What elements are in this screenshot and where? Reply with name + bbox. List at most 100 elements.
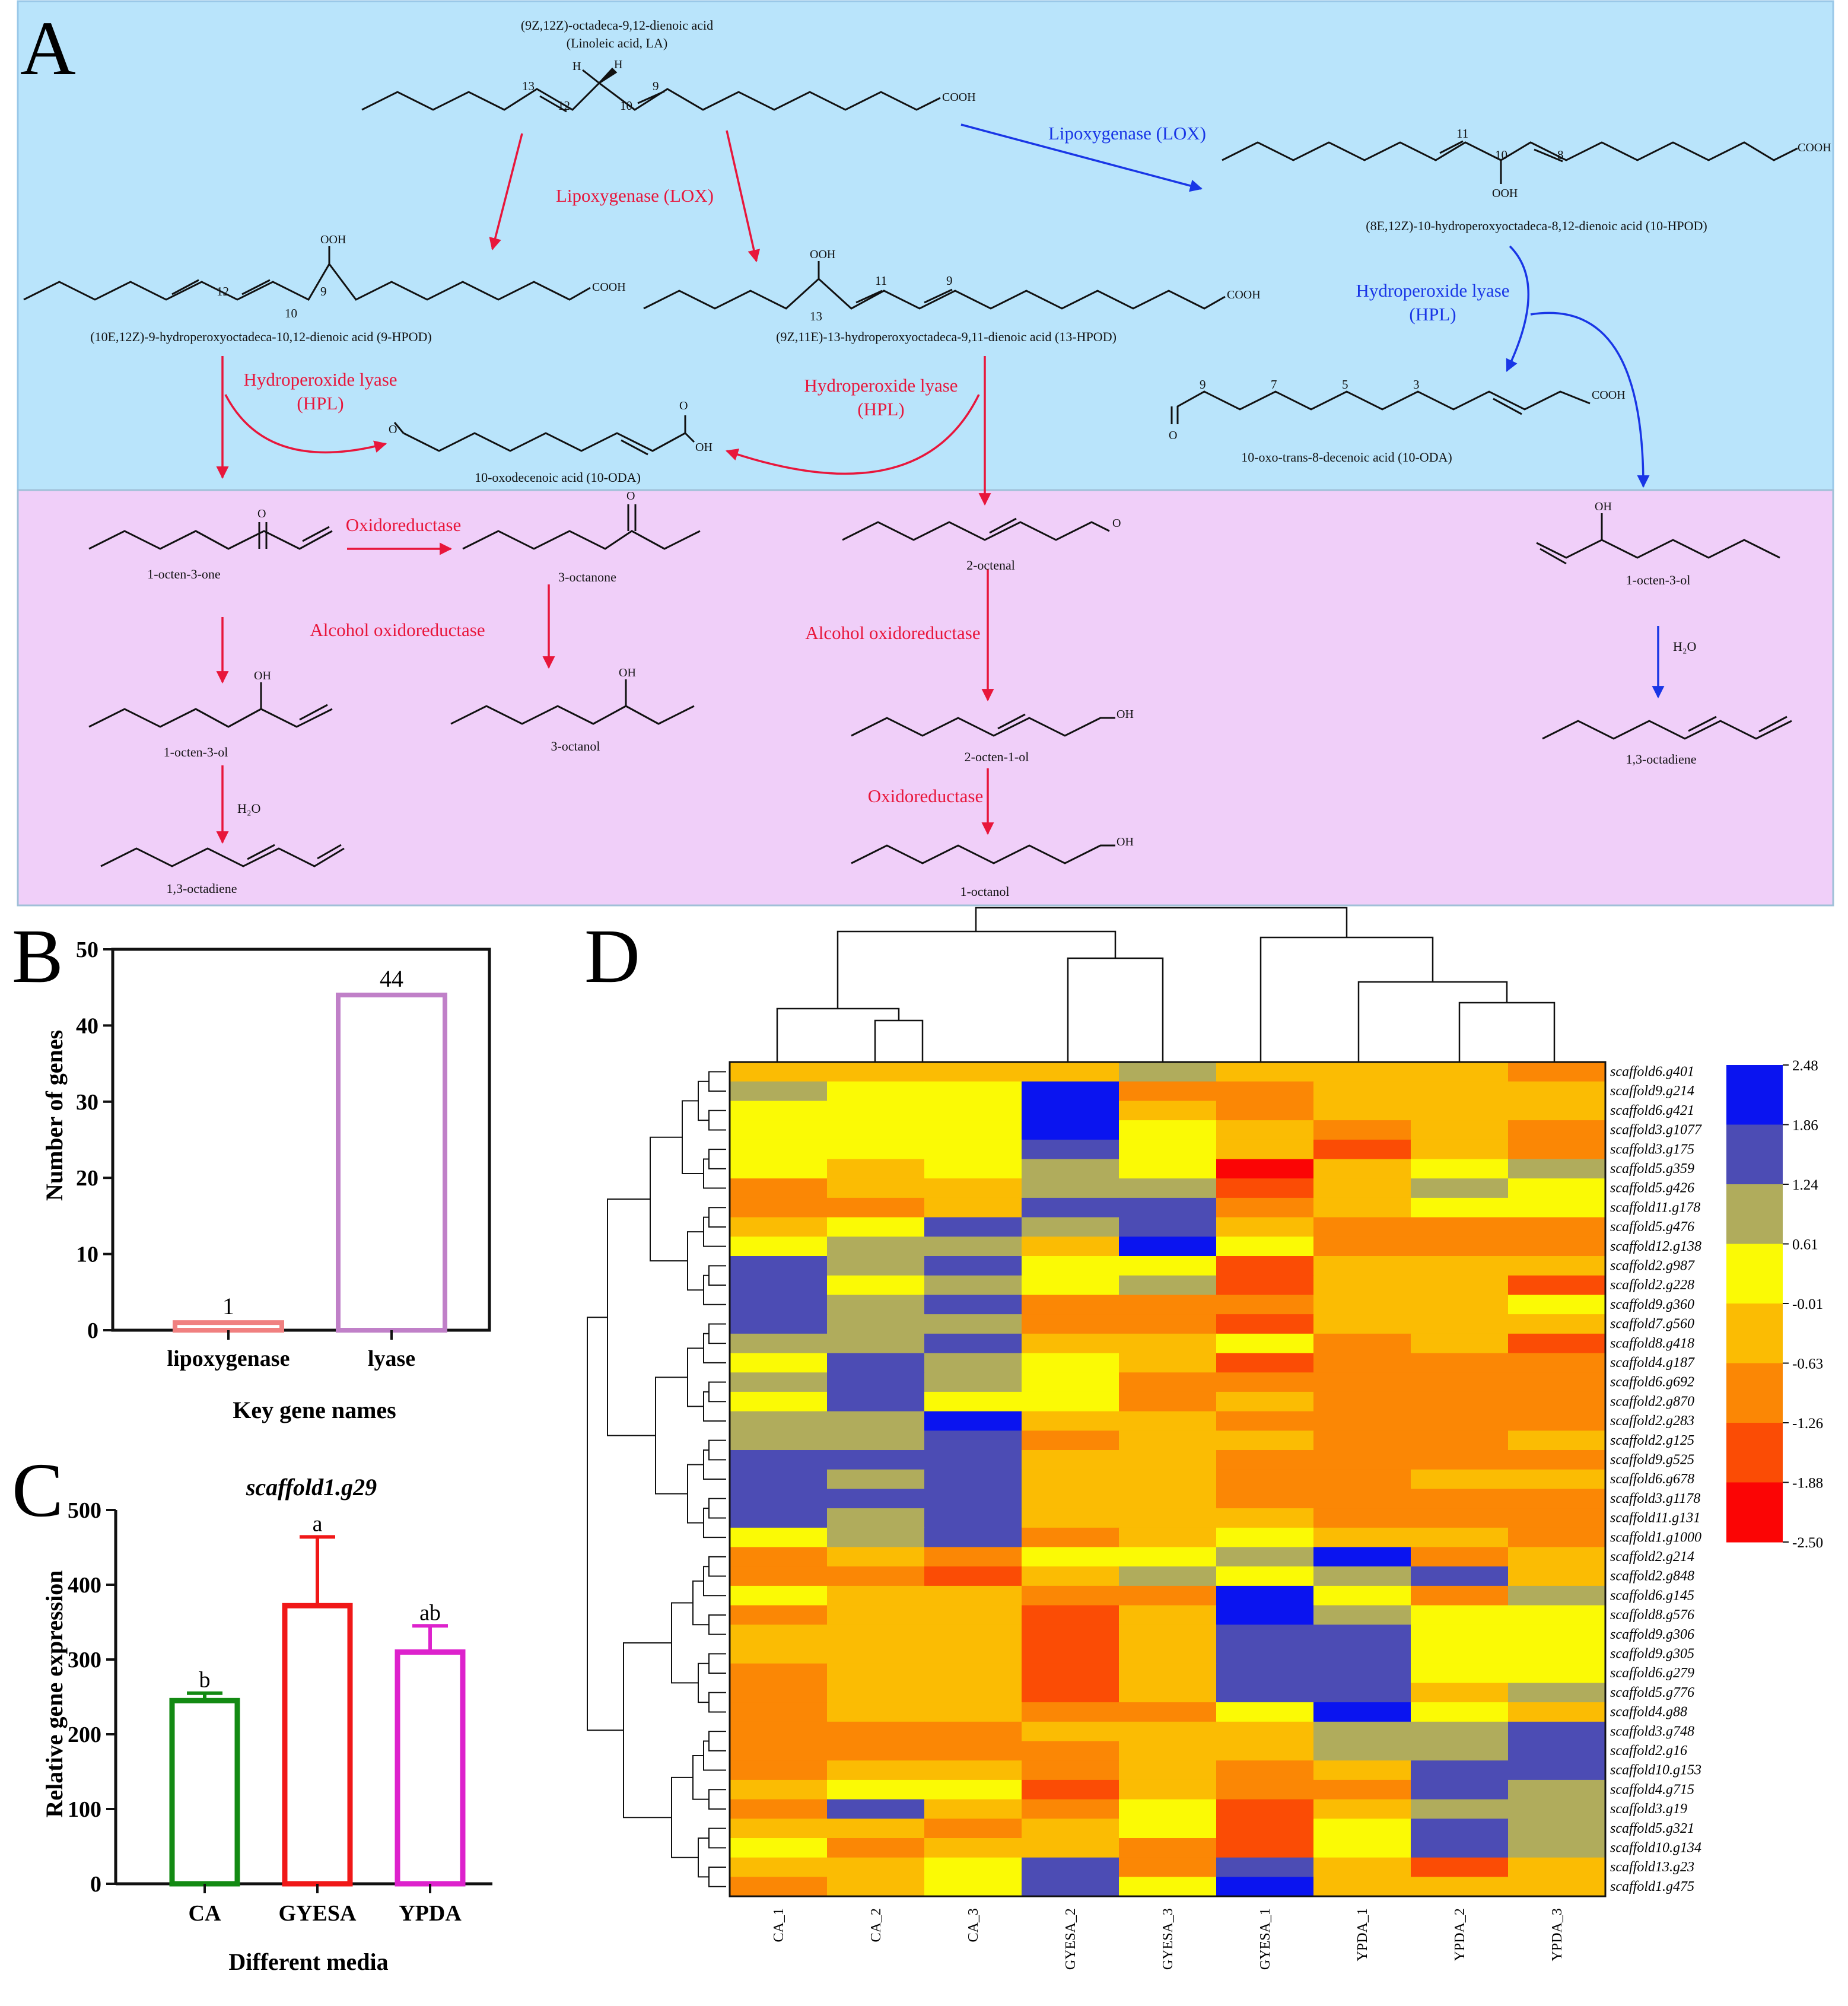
compound-octanol1: 1-octanol	[960, 884, 1009, 899]
heatmap-cell	[730, 1741, 828, 1761]
heatmap-row-label: scaffold5.g321	[1610, 1821, 1694, 1836]
heatmap-cell	[1022, 1605, 1119, 1625]
compound-octanol3: 3-octanol	[551, 739, 600, 754]
heatmap-cell	[1508, 1799, 1606, 1819]
heatmap-cell	[827, 1197, 925, 1218]
octen3ol-right-vinyl	[1540, 548, 1567, 565]
octen3one-structure	[88, 530, 333, 550]
heatmap-cell	[827, 1295, 925, 1315]
locant-hpod9-12: 12	[217, 284, 229, 298]
heatmap-cell	[1508, 1062, 1606, 1082]
heatmap-row-label: scaffold5.g359	[1610, 1161, 1694, 1177]
heatmap-row-label: scaffold3.g1178	[1610, 1491, 1700, 1506]
heatmap-cell	[1119, 1353, 1217, 1373]
heatmap-cell	[730, 1819, 828, 1839]
heatmap-cell	[924, 1624, 1022, 1645]
row-dendrogram-branch	[671, 1602, 698, 1684]
heatmap-cell	[924, 1139, 1022, 1160]
heatmap-cell	[827, 1333, 925, 1354]
heatmap-cell	[1216, 1430, 1314, 1451]
heatmap-color-legend: 2.48 1.86 1.24 0.61 -0.01 -0.63 -1.26 -1.88 -2.5…	[1726, 1058, 1823, 1551]
heatmap-cell	[1508, 1333, 1606, 1354]
heatmap-cell	[1216, 1081, 1314, 1101]
heatmap-cell	[1313, 1721, 1411, 1742]
heatmap-row-label: scaffold12.g138	[1610, 1239, 1701, 1254]
heatmap-cell	[1216, 1624, 1314, 1645]
heatmap-cell	[827, 1702, 925, 1722]
heatmap-cell	[1216, 1585, 1314, 1606]
heatmap-cell	[1022, 1741, 1119, 1761]
heatmap-cell	[1022, 1295, 1119, 1315]
heatmap-row-label: scaffold5.g776	[1610, 1685, 1694, 1700]
row-dendrogram-branch	[708, 1110, 726, 1131]
octen3ol-right-structure	[1536, 539, 1780, 559]
heatmap-cell	[827, 1489, 925, 1509]
heatmap-cell	[1119, 1275, 1217, 1295]
heatmap-cell	[1216, 1799, 1314, 1819]
legend-swatch	[1726, 1363, 1783, 1423]
heatmap-cell	[1508, 1081, 1606, 1101]
heatmap-cell	[730, 1489, 828, 1509]
enzyme-hpl-right-1: Hydroperoxide lyase	[1356, 280, 1509, 301]
heatmap-cell	[924, 1353, 1022, 1373]
heatmap-cell	[1119, 1333, 1217, 1354]
heatmap-cell	[1119, 1062, 1217, 1082]
heatmap-cell	[1411, 1489, 1509, 1509]
heatmap-cell	[924, 1585, 1022, 1606]
heatmap-cell	[924, 1101, 1022, 1121]
heatmap-column-label: GYESA_2	[1063, 1908, 1079, 1970]
heatmap-cell	[1508, 1566, 1606, 1587]
heatmap-cell	[1216, 1217, 1314, 1237]
heatmap-cell	[1119, 1314, 1217, 1334]
row-dendrogram-branch	[703, 1216, 726, 1247]
heatmap-cell	[1411, 1353, 1509, 1373]
row-dendrogram-branch	[655, 1376, 688, 1495]
heatmap-cell	[1508, 1508, 1606, 1528]
heatmap-cell	[1411, 1295, 1509, 1315]
row-dendrogram-branch	[698, 1837, 709, 1878]
panel-b-ytick-label: 10	[76, 1242, 98, 1267]
compound-octen3ol-right: 1-octen-3-ol	[1626, 573, 1691, 587]
atom-labels: COOH COOH COOH COOH COOH OOH OOH OOH OH …	[254, 58, 1831, 848]
heatmap-cell	[1411, 1333, 1509, 1354]
locant-hpod13-9: 9	[946, 274, 953, 288]
heatmap-cell	[1216, 1605, 1314, 1625]
heatmap-cell	[1119, 1411, 1217, 1431]
atom-oda-left-oh: OH	[695, 441, 713, 454]
heatmap-cell	[1313, 1372, 1411, 1393]
heatmap-row-label: scaffold9.g214	[1610, 1083, 1694, 1099]
atom-oda-right-cooh: COOH	[1592, 389, 1626, 402]
pathway-arrows	[216, 123, 1665, 844]
heatmap-cell	[924, 1683, 1022, 1703]
heatmap-cell	[1022, 1081, 1119, 1101]
heatmap-cell	[827, 1741, 925, 1761]
panel-c-significance-label: a	[313, 1511, 323, 1536]
heatmap-cell	[1119, 1372, 1217, 1393]
heatmap-cell	[730, 1139, 828, 1160]
atom-hpod9-ooh: OOH	[320, 233, 346, 246]
heatmap-cell	[730, 1721, 828, 1742]
row-dendrogram-branch	[708, 1827, 726, 1849]
row-dendrogram-branch	[708, 1731, 726, 1751]
heatmap-cell	[827, 1683, 925, 1703]
atom-octen3ol-left-oh: OH	[254, 669, 271, 682]
heatmap-cell	[924, 1819, 1022, 1839]
heatmap-cell	[1216, 1372, 1314, 1393]
heatmap-column-label: YPDA_2	[1452, 1908, 1468, 1961]
heatmap-cell	[1411, 1741, 1509, 1761]
compound-names: (9Z,12Z)-octadeca-9,12-dienoic acid (Lin…	[90, 18, 1707, 899]
heatmap-cell	[1313, 1527, 1411, 1548]
heatmap-cell	[730, 1877, 828, 1897]
oda-left-aldehyde	[393, 422, 405, 434]
panel-c-title: scaffold1.g29	[246, 1474, 377, 1500]
atom-la-cooh: COOH	[942, 91, 976, 104]
heatmap-cell	[1411, 1877, 1509, 1897]
heatmap-cell	[827, 1430, 925, 1451]
panel-c-ytick-label: 500	[68, 1498, 101, 1523]
panel-b-ytick-label: 0	[87, 1318, 98, 1343]
heatmap-cell	[924, 1391, 1022, 1412]
heatmap-cell	[1022, 1799, 1119, 1819]
legend-tick-label: -1.26	[1792, 1416, 1823, 1432]
heatmap-cell	[1313, 1779, 1411, 1800]
